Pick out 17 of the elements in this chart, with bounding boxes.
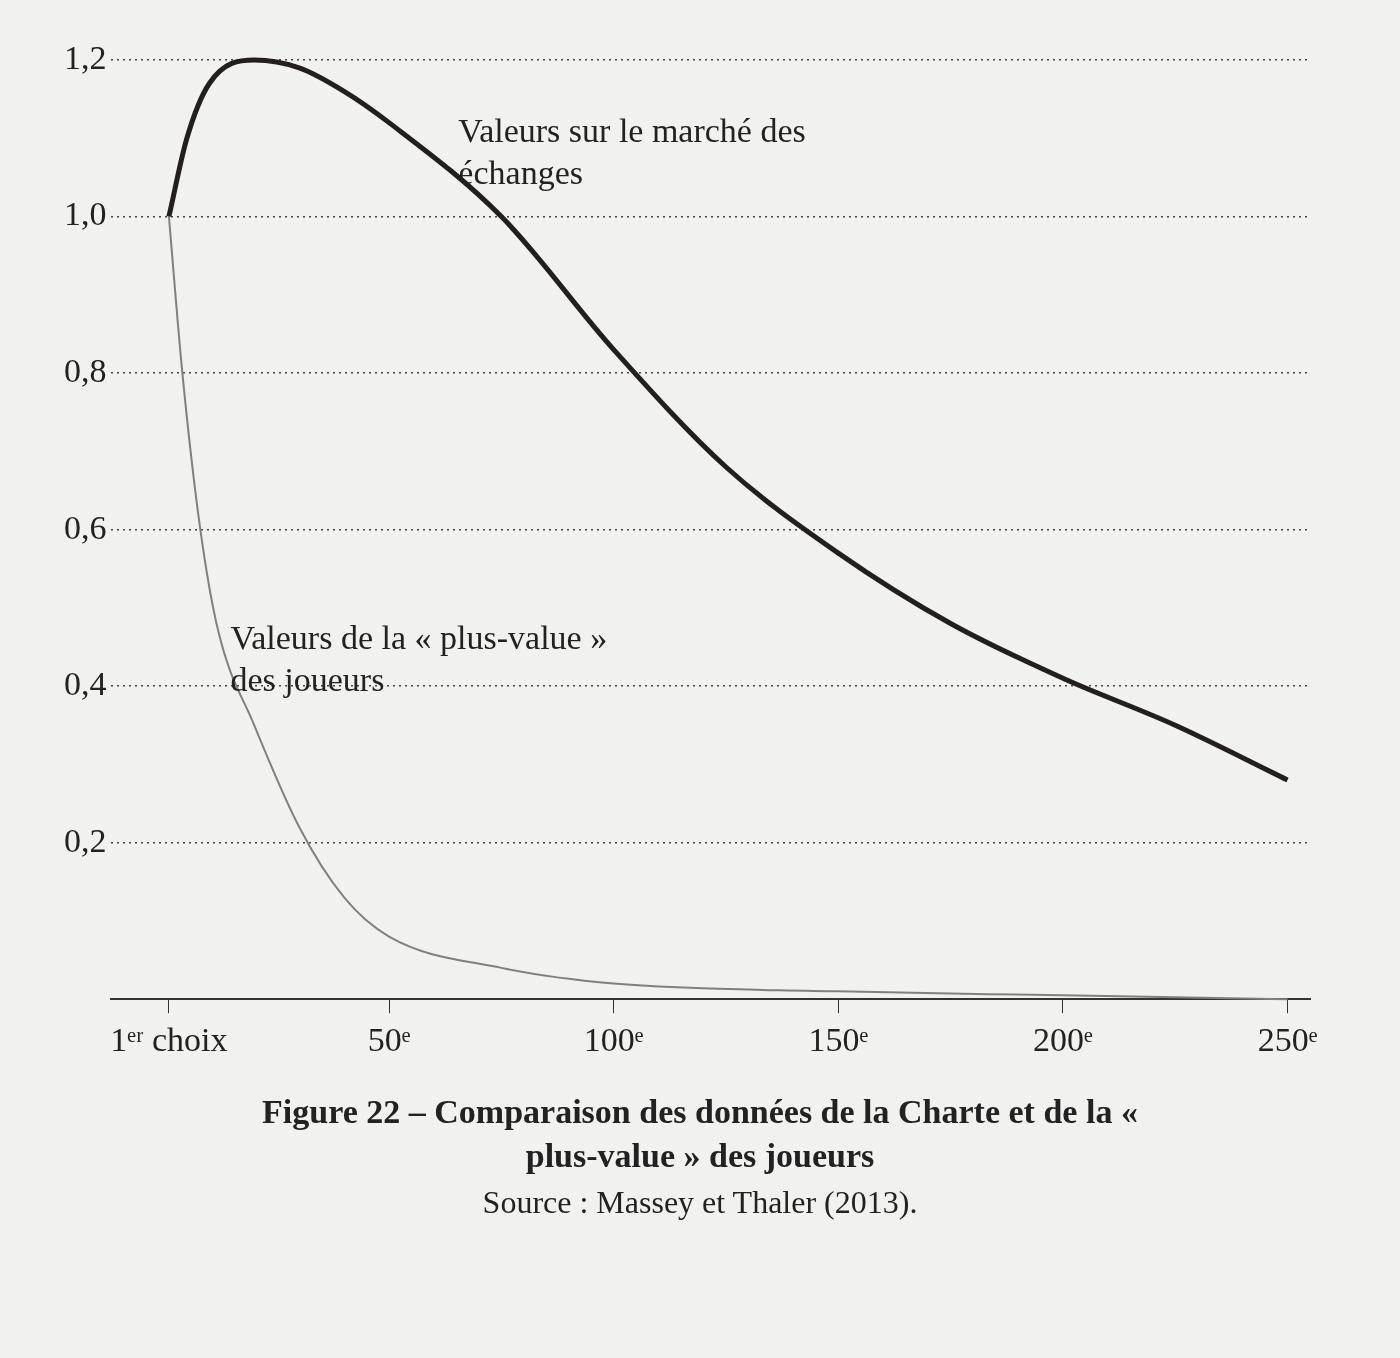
y-tick-label: 0,4 bbox=[64, 665, 107, 703]
x-tick-label: 1ᵉʳ choix bbox=[110, 1020, 228, 1058]
y-tick-label: 0,2 bbox=[64, 821, 107, 859]
x-tick-label: 150ᵉ bbox=[808, 1020, 869, 1058]
x-tick-label: 100ᵉ bbox=[583, 1020, 644, 1058]
line-series bbox=[167, 215, 1289, 1001]
x-tick-label: 250ᵉ bbox=[1257, 1020, 1318, 1058]
text: Figure 22 – Comparaison des données de la Charte et de la « plus-value » des joueurs bbox=[261, 1092, 1139, 1177]
source-note: Source : Massey et Thaler (2013). bbox=[481, 1184, 919, 1222]
series-label: Valeurs de la « plus-value » des joueurs bbox=[230, 619, 608, 699]
y-tick-label: 1,0 bbox=[64, 195, 107, 233]
y-tick-label: 1,2 bbox=[64, 38, 107, 76]
x-tick-label: 200ᵉ bbox=[1033, 1020, 1094, 1058]
y-tick-label: 0,8 bbox=[64, 351, 107, 389]
y-tick-label: 0,6 bbox=[64, 508, 107, 546]
series-label: Valeurs sur le marché des échanges bbox=[458, 112, 806, 192]
x-tick-label: 50ᵉ bbox=[367, 1020, 411, 1058]
